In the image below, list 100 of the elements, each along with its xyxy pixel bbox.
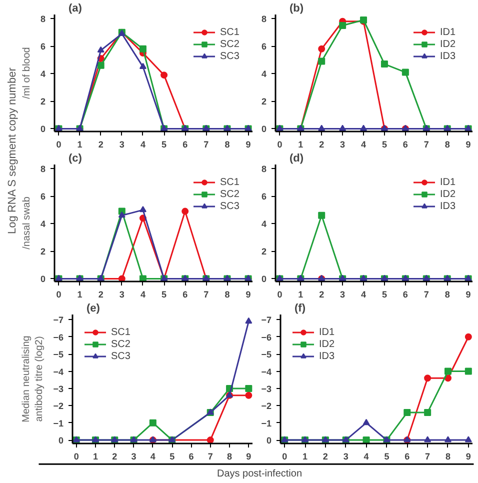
chart-title: (d) xyxy=(290,152,304,164)
x-tick-label: 2 xyxy=(112,452,118,462)
y-tick-label: −7 xyxy=(53,315,64,326)
text: Days post-infection xyxy=(216,468,302,480)
x-tick-label: 0 xyxy=(74,452,79,462)
x-tick-label: 5 xyxy=(384,452,390,462)
x-tick-label: 0 xyxy=(282,452,288,462)
x-tick-label: 7 xyxy=(204,290,209,300)
y-tick-label: 2 xyxy=(40,246,46,257)
y-tick-label: 0 xyxy=(266,436,272,446)
x-tick-label: 8 xyxy=(444,290,450,300)
legend-label: SC1 xyxy=(220,26,240,38)
y-tick-label: 4 xyxy=(40,219,46,230)
chart-title: (a) xyxy=(68,2,82,14)
y-tick-label: 8 xyxy=(40,164,46,174)
x-tick-label: 4 xyxy=(364,452,369,462)
legend-label: ID1 xyxy=(440,26,457,38)
y-tick-label: −2 xyxy=(261,401,272,412)
y-tick-label: 8 xyxy=(40,14,46,24)
x-tick-label: 4 xyxy=(140,290,146,300)
legend-label: SC1 xyxy=(111,326,131,338)
y-tick-label: −4 xyxy=(53,366,64,377)
y-tick-label: 0 xyxy=(261,124,267,134)
legend-label: SC3 xyxy=(220,50,240,62)
chart-title: (f) xyxy=(294,302,306,314)
x-tick-label: 3 xyxy=(340,140,346,150)
x-tick-label: 7 xyxy=(424,140,429,150)
x-tick-label: 3 xyxy=(119,140,124,150)
y-tick-label: 0 xyxy=(40,274,46,284)
y-tick-label: −3 xyxy=(261,384,272,394)
y-tick-label: 2 xyxy=(261,246,267,257)
y-tick-label: −5 xyxy=(261,350,272,360)
y-tick-label: 0 xyxy=(261,274,267,284)
legend-label: ID2 xyxy=(319,338,336,350)
y-tick-label: −7 xyxy=(261,315,272,326)
x-tick-label: 1 xyxy=(92,452,98,462)
x-tick-label: 1 xyxy=(77,290,82,300)
x-tick-label: 1 xyxy=(298,290,304,300)
x-tick-label: 8 xyxy=(444,140,450,150)
x-tick-label: 5 xyxy=(382,140,387,150)
y-tick-label: 6 xyxy=(40,192,46,202)
y-tick-label: 8 xyxy=(261,14,267,24)
x-tick-label: 4 xyxy=(140,140,146,150)
legend-label: SC1 xyxy=(220,176,240,188)
y-axis-title: Median neutralising antibody titre (log2) xyxy=(21,336,46,422)
x-tick-label: 3 xyxy=(119,290,124,300)
x-tick-label: 6 xyxy=(182,140,188,150)
x-tick-label: 7 xyxy=(208,452,213,462)
legend-label: SC2 xyxy=(220,38,240,50)
legend-label: ID1 xyxy=(319,326,336,338)
legend-label: SC2 xyxy=(220,188,240,200)
y-tick-label: −6 xyxy=(261,332,272,342)
x-tick-label: 6 xyxy=(182,290,188,300)
x-tick-label: 2 xyxy=(98,140,104,150)
y-tick-label: 0 xyxy=(40,124,46,134)
y-axis-title: /ml of blood xyxy=(21,47,32,99)
y-tick-label: 0 xyxy=(58,436,64,446)
x-tick-label: 7 xyxy=(204,140,209,150)
legend-label: ID3 xyxy=(319,350,336,362)
legend-label: ID2 xyxy=(440,38,457,50)
y-tick-label: 6 xyxy=(261,192,267,202)
legend-label: SC3 xyxy=(220,200,240,212)
x-tick-label: 2 xyxy=(319,290,324,300)
x-tick-label: 6 xyxy=(402,290,408,300)
x-tick-label: 9 xyxy=(466,452,471,462)
x-tick-label: 7 xyxy=(424,290,429,300)
y-tick-label: −5 xyxy=(53,350,64,360)
x-tick-label: 8 xyxy=(227,452,232,462)
y-tick-label: 4 xyxy=(261,69,267,80)
chart-title: (b) xyxy=(290,2,304,14)
y-tick-label: −1 xyxy=(53,418,64,428)
legend-label: SC3 xyxy=(111,350,131,362)
x-tick-label: 9 xyxy=(246,452,252,462)
x-tick-label: 1 xyxy=(77,140,82,150)
chart-title: (e) xyxy=(86,302,100,314)
x-tick-label: 4 xyxy=(361,290,366,300)
legend-label: SC2 xyxy=(111,338,131,350)
x-tick-label: 2 xyxy=(319,140,324,150)
x-tick-label: 3 xyxy=(131,452,136,462)
x-tick-label: 9 xyxy=(246,290,251,300)
x-tick-label: 4 xyxy=(361,140,366,150)
y-tick-label: 4 xyxy=(40,69,46,80)
legend-label: ID3 xyxy=(440,200,457,212)
x-tick-label: 9 xyxy=(466,140,471,150)
y-tick-label: 2 xyxy=(261,96,267,107)
x-tick-label: 2 xyxy=(98,290,104,300)
x-tick-label: 0 xyxy=(277,290,282,300)
x-tick-label: 9 xyxy=(246,140,251,150)
x-tick-label: 3 xyxy=(340,290,346,300)
y-tick-label: 2 xyxy=(40,96,46,107)
x-tick-label: 7 xyxy=(425,452,430,462)
x-tick-label: 6 xyxy=(404,452,410,462)
x-tick-label: 2 xyxy=(322,452,328,462)
x-tick-label: 5 xyxy=(162,140,167,150)
y-tick-label: −4 xyxy=(261,366,272,377)
text: Log RNA S segment copy number xyxy=(6,67,18,234)
y-tick-label: −1 xyxy=(261,418,272,428)
x-tick-label: 8 xyxy=(445,452,450,462)
y-tick-label: 4 xyxy=(261,219,267,230)
x-tick-label: 5 xyxy=(162,290,167,300)
